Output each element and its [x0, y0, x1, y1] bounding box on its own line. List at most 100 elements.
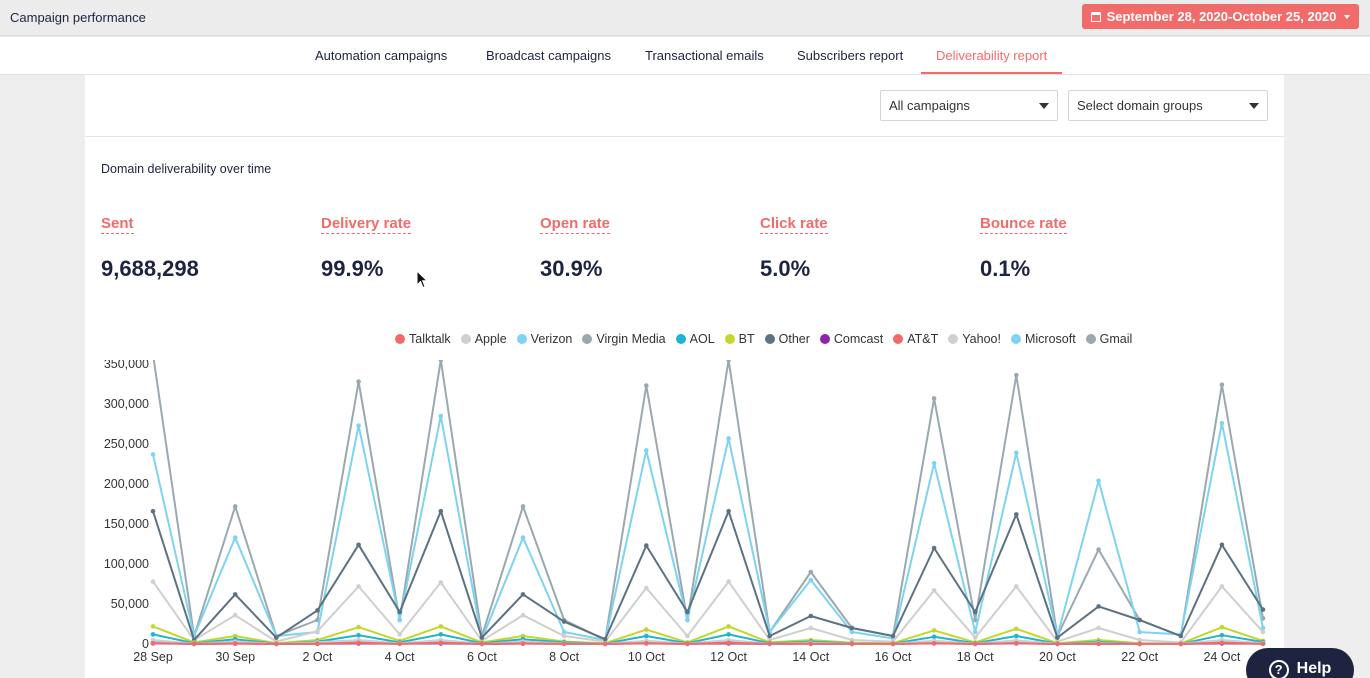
y-tick-label: 150,000 [104, 517, 149, 531]
data-point [1260, 607, 1266, 612]
legend-swatch [582, 334, 593, 344]
legend-item[interactable]: BT [724, 332, 755, 346]
chevron-down-icon [1344, 14, 1351, 19]
campaigns-select[interactable]: All campaigns [880, 90, 1058, 121]
tab-deliverability-report[interactable]: Deliverability report [921, 37, 1063, 74]
kpi-label[interactable]: Delivery rate [321, 215, 412, 234]
data-point [232, 592, 238, 597]
data-point [1014, 450, 1019, 456]
legend-swatch [395, 334, 405, 344]
legend-item[interactable]: Virgin Media [582, 332, 666, 346]
data-point [315, 608, 320, 613]
legend-item[interactable]: Other [764, 332, 810, 346]
x-tick-label: 20 Oct [1039, 650, 1076, 664]
legend-label: Microsoft [1024, 332, 1076, 346]
legend-label: Comcast [833, 332, 884, 346]
data-point [1014, 512, 1019, 517]
data-point [726, 579, 731, 584]
legend-item[interactable]: Verizon [516, 332, 572, 346]
data-point [1014, 372, 1019, 378]
series-line-talktalk [152, 641, 1264, 645]
data-point [520, 535, 526, 540]
kpi-label[interactable]: Sent [101, 215, 134, 234]
data-point [1055, 635, 1060, 640]
calendar-icon [1090, 11, 1101, 22]
tab-broadcast-campaigns[interactable]: Broadcast campaigns [486, 48, 612, 63]
data-point [972, 629, 978, 635]
legend-item[interactable]: Comcast [819, 332, 884, 346]
data-point [931, 545, 937, 551]
data-point [397, 641, 403, 647]
data-point [931, 634, 937, 640]
data-point [685, 609, 690, 615]
data-point [726, 360, 731, 363]
data-point [274, 635, 279, 640]
data-point [1137, 617, 1142, 623]
data-point [1014, 633, 1019, 639]
data-point [890, 633, 896, 639]
data-point [726, 640, 731, 646]
data-point [1178, 641, 1184, 647]
filter-row: All campaigns Select domain groups [85, 75, 1284, 137]
data-point [1096, 547, 1101, 552]
data-point [1260, 641, 1266, 647]
data-point [520, 592, 526, 597]
data-point [1219, 624, 1225, 630]
report-panel: All campaigns Select domain groups Domai… [85, 75, 1284, 678]
data-point [356, 423, 361, 428]
data-point [561, 629, 567, 635]
data-point [1014, 640, 1019, 646]
kpi-bounce-rate: Bounce rate 0.1% [980, 215, 1067, 282]
kpi-label[interactable]: Click rate [760, 215, 828, 234]
y-tick-label: 300,000 [104, 397, 149, 411]
y-tick-label: 0 [142, 637, 149, 651]
kpi-label[interactable]: Open rate [540, 215, 611, 234]
x-tick-label: 12 Oct [710, 650, 747, 664]
legend-label: AT&T [907, 332, 939, 346]
help-button[interactable]: ? Help [1246, 648, 1354, 678]
data-point [726, 508, 731, 514]
legend-item[interactable]: AT&T [893, 332, 938, 346]
data-point [356, 624, 361, 630]
legend-item[interactable]: Apple [460, 332, 507, 346]
x-tick-label: 6 Oct [467, 650, 497, 664]
date-range-button[interactable]: September 28, 2020-October 25, 2020 [1082, 4, 1359, 29]
data-point [397, 609, 403, 615]
kpi-label[interactable]: Bounce rate [980, 215, 1067, 234]
legend-swatch [893, 334, 904, 344]
data-point [931, 460, 937, 466]
data-point [520, 504, 526, 509]
legend-item[interactable]: Yahoo! [948, 332, 1001, 346]
y-tick-label: 100,000 [104, 557, 149, 571]
data-point [602, 636, 608, 642]
data-point [972, 635, 978, 640]
data-point [1096, 478, 1101, 484]
legend-label: Yahoo! [962, 332, 1001, 346]
legend-item[interactable]: Gmail [1085, 332, 1132, 346]
data-point [972, 617, 978, 623]
legend-label: Talktalk [409, 332, 451, 346]
data-point [232, 612, 238, 618]
tab-automation-campaigns[interactable]: Automation campaigns [315, 48, 448, 63]
tab-subscribers-report[interactable]: Subscribers report [797, 48, 904, 63]
y-tick-label: 200,000 [104, 477, 149, 491]
data-point [1219, 542, 1225, 548]
data-point [232, 504, 238, 509]
legend-item[interactable]: Microsoft [1010, 332, 1076, 346]
data-point [1055, 641, 1060, 647]
legend-label: BT [738, 332, 755, 346]
data-point [1219, 632, 1225, 638]
top-bar: Campaign performance September 28, 2020-… [0, 0, 1370, 36]
legend-item[interactable]: Talktalk [395, 332, 451, 346]
data-point [438, 413, 444, 419]
tab-transactional-emails[interactable]: Transactional emails [645, 48, 764, 63]
data-point [931, 588, 937, 593]
data-point [685, 633, 690, 639]
data-point [644, 627, 649, 632]
data-point [561, 633, 567, 639]
mouse-cursor-icon [416, 270, 428, 289]
x-tick-label: 4 Oct [385, 650, 415, 664]
legend-item[interactable]: AOL [675, 332, 715, 346]
domain-groups-select[interactable]: Select domain groups [1068, 90, 1268, 121]
data-point [438, 640, 444, 646]
